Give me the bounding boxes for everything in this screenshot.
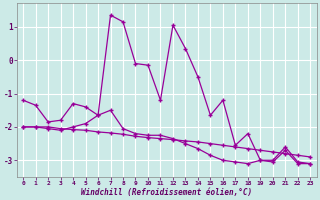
X-axis label: Windchill (Refroidissement éolien,°C): Windchill (Refroidissement éolien,°C) [81, 188, 252, 197]
